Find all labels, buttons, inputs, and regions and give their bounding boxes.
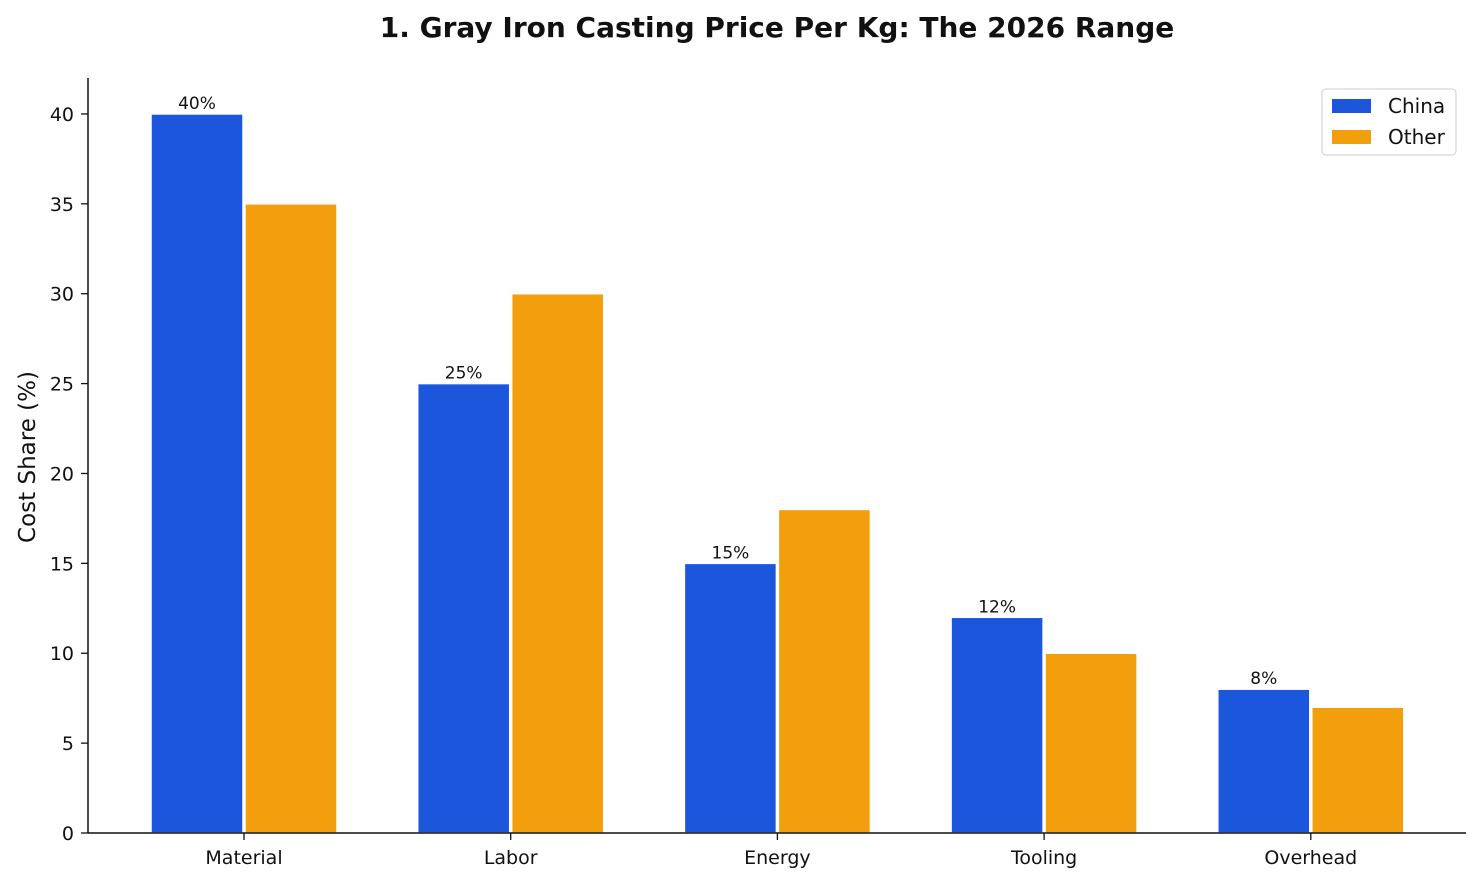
x-tick-label: Overhead <box>1264 847 1357 869</box>
x-tick-label: Tooling <box>1010 847 1077 869</box>
y-tick-label: 5 <box>62 733 74 755</box>
bars <box>150 113 1405 834</box>
bar-other-overhead <box>1311 706 1405 834</box>
legend-swatch-china <box>1332 99 1371 113</box>
y-tick-label: 25 <box>50 374 74 396</box>
legend-label-other: Other <box>1388 125 1446 149</box>
y-tick-label: 20 <box>50 463 74 485</box>
y-tick-label: 10 <box>50 643 74 665</box>
y-tick-label: 0 <box>62 823 74 845</box>
y-axis-label: Cost Share (%) <box>15 371 41 543</box>
y-tick-label: 40 <box>50 104 74 126</box>
x-tick-label: Material <box>205 847 282 869</box>
bar-other-energy <box>777 508 872 834</box>
bar-china-overhead <box>1217 688 1311 834</box>
x-tick-label: Labor <box>484 847 538 869</box>
legend-label-china: China <box>1388 94 1445 118</box>
legend-swatch-other <box>1332 130 1371 144</box>
x-axis: Material Labor Energy Tooling Overhead <box>205 833 1357 869</box>
bar-other-tooling <box>1044 652 1138 834</box>
bar-china-material <box>150 113 244 834</box>
y-tick-label: 15 <box>50 553 74 575</box>
data-label: 25% <box>445 364 483 384</box>
bar-other-material <box>244 203 338 834</box>
data-label: 15% <box>712 543 750 563</box>
data-labels: 40% 25% 15% 12% 8% <box>178 94 1277 689</box>
bar-china-energy <box>683 562 778 834</box>
chart-title: 1. Gray Iron Casting Price Per Kg: The 2… <box>380 11 1175 44</box>
x-tick-label: Energy <box>744 847 811 869</box>
data-label: 40% <box>178 94 216 114</box>
data-label: 12% <box>978 597 1016 617</box>
legend: China Other <box>1321 88 1457 156</box>
bar-china-labor <box>416 382 511 834</box>
bar-china-tooling <box>950 616 1044 834</box>
y-tick-label: 30 <box>50 284 74 306</box>
bar-other-labor <box>510 292 605 834</box>
data-label: 8% <box>1250 669 1277 689</box>
y-tick-label: 35 <box>50 194 74 216</box>
y-axis: 0 5 10 15 20 25 30 35 40 <box>50 104 88 845</box>
